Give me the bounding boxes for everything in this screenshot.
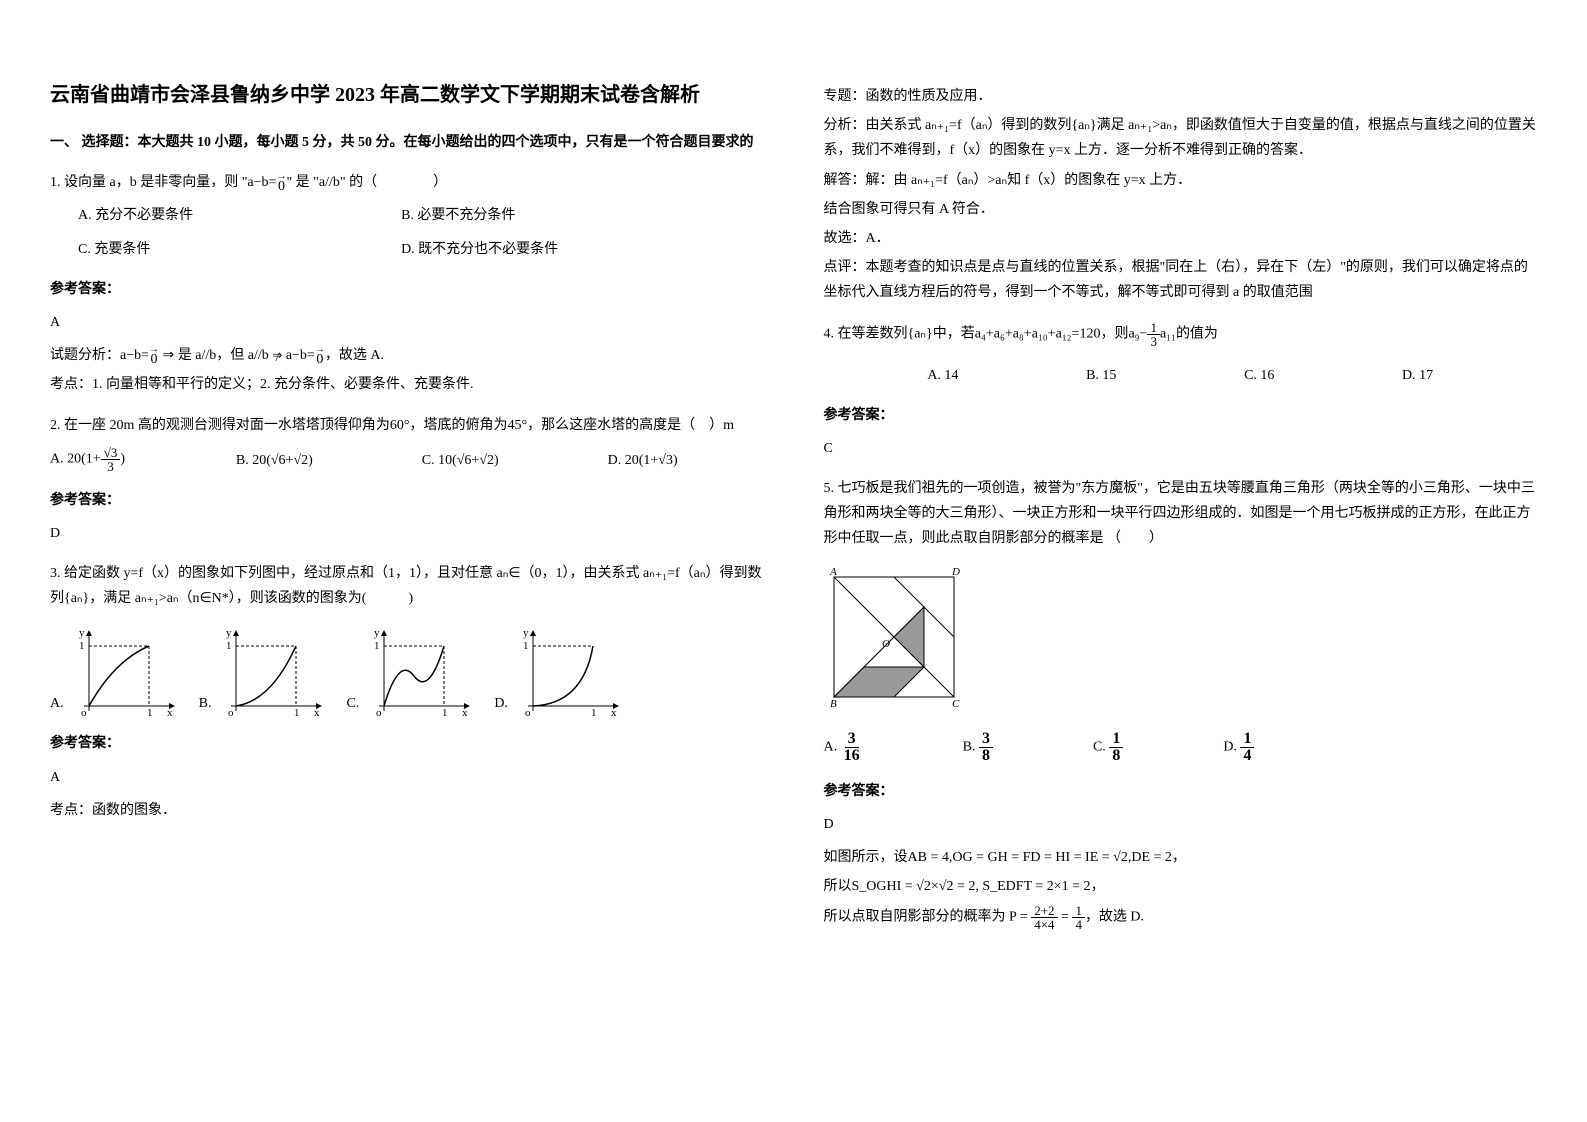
q1-answer: A <box>50 310 764 335</box>
q1-opt-c: C. 充要条件 <box>50 237 371 262</box>
q2-opt-c: C. 10(√6+√2) <box>422 448 578 473</box>
q1-analysis: 试题分析：a−b=→0 ⇒ 是 a//b，但 a//b ⇒/ a−b=→0，故选… <box>50 343 764 368</box>
q2-opt-d: D. 20(1+√3) <box>608 448 764 473</box>
graph-b-svg: 1 1 o x y <box>216 626 326 716</box>
svg-text:o: o <box>525 707 531 716</box>
svg-text:o: o <box>228 707 234 716</box>
col2-line: 故选：A． <box>824 226 1538 251</box>
frac-result: 2+24×4 <box>1031 904 1057 931</box>
q5-text: 5. 七巧板是我们祖先的一项创造，被誉为"东方魔板"，它是由五块等腰直角三角形（… <box>824 476 1538 552</box>
q3-graphs: A. 1 1 o x y B. <box>50 626 764 716</box>
q5-sol-2: 所以S_OGHI = √2×√2 = 2, S_EDFT = 2×1 = 2， <box>824 874 1538 899</box>
svg-text:1: 1 <box>374 640 380 652</box>
col2-line: 专题：函数的性质及应用． <box>824 84 1538 109</box>
q1-opt-b: B. 必要不充分条件 <box>401 203 722 228</box>
svg-text:C: C <box>952 698 960 707</box>
vec-zero-icon: →0 <box>149 345 159 367</box>
svg-text:1: 1 <box>591 707 597 716</box>
svg-text:x: x <box>462 707 468 716</box>
col2-line: 分析：由关系式 aₙ₊₁=f（aₙ）得到的数列{aₙ}满足 aₙ₊₁>aₙ，即函… <box>824 113 1538 163</box>
q2-text: 2. 在一座 20m 高的观测台测得对面一水塔塔顶得仰角为60°，塔底的俯角为4… <box>50 413 764 438</box>
q4-text: 4. 在等差数列{aₙ}中，若a₄+a₆+a₈+a₁₀+a₁₂=120，则a₉−… <box>824 321 1538 348</box>
svg-text:y: y <box>79 627 85 639</box>
svg-text:1: 1 <box>523 640 529 652</box>
svg-text:y: y <box>226 627 232 639</box>
graph-d: D. 1 1 o x y <box>494 626 623 716</box>
answer-label: 参考答案： <box>824 403 1538 428</box>
svg-text:1: 1 <box>147 707 153 716</box>
vec-zero-icon: →0 <box>276 172 286 194</box>
question-5: 5. 七巧板是我们祖先的一项创造，被誉为"东方魔板"，它是由五块等腰直角三角形（… <box>824 476 1538 931</box>
left-column: 云南省曲靖市会泽县鲁纳乡中学 2023 年高二数学文下学期期末试卷含解析 一、 … <box>50 80 764 946</box>
q4-opt-a: A. 14 <box>927 363 958 388</box>
answer-label: 参考答案： <box>824 779 1538 804</box>
q2-opt-b: B. 20(√6+√2) <box>236 448 392 473</box>
q5-answer: D <box>824 812 1538 837</box>
q5-options: A. 316 B. 38 C. 18 D. 14 <box>824 731 1538 764</box>
graph-c: C. 1 1 o x y <box>346 626 474 716</box>
q4-opt-b: B. 15 <box>1086 363 1116 388</box>
not-implies-icon: ⇒/ <box>272 349 282 363</box>
svg-text:1: 1 <box>79 640 85 652</box>
answer-label: 参考答案： <box>50 731 764 756</box>
q1-options: A. 充分不必要条件 B. 必要不充分条件 <box>50 203 764 228</box>
q3-text: 3. 给定函数 y=f（x）的图象如下列图中，经过原点和（1，1），且对任意 a… <box>50 561 764 611</box>
q3-answer: A <box>50 765 764 790</box>
vec-zero-icon: →0 <box>315 345 325 367</box>
svg-text:o: o <box>376 707 382 716</box>
q5-opt-a: A. 316 <box>824 731 863 764</box>
col2-line: 点评：本题考查的知识点是点与直线的位置关系，根据"同在上（右），异在下（左）"的… <box>824 255 1538 305</box>
svg-text:o: o <box>81 707 87 716</box>
q2-opt-a: A. 20(1+√33) <box>50 446 206 473</box>
graph-a: A. 1 1 o x y <box>50 626 179 716</box>
svg-text:x: x <box>314 707 320 716</box>
q1-opt-d: D. 既不充分也不必要条件 <box>401 237 722 262</box>
q2-options: A. 20(1+√33) B. 20(√6+√2) C. 10(√6+√2) D… <box>50 446 764 473</box>
tangram-figure: A B C D O <box>824 567 1538 716</box>
q4-answer: C <box>824 436 1538 461</box>
q1-note: 考点：1. 向量相等和平行的定义；2. 充分条件、必要条件、充要条件. <box>50 372 764 397</box>
q1-opt-a: A. 充分不必要条件 <box>50 203 371 228</box>
q5-opt-c: C. 18 <box>1093 731 1123 764</box>
q3-note: 考点：函数的图象． <box>50 798 764 823</box>
graph-d-svg: 1 1 o x y <box>513 626 623 716</box>
col2-line: 结合图象可得只有 A 符合． <box>824 197 1538 222</box>
right-column: 专题：函数的性质及应用． 分析：由关系式 aₙ₊₁=f（aₙ）得到的数列{aₙ}… <box>824 80 1538 946</box>
q5-opt-d: D. 14 <box>1223 731 1254 764</box>
q4-opt-d: D. 17 <box>1402 363 1433 388</box>
svg-text:y: y <box>374 627 380 639</box>
svg-text:B: B <box>830 698 837 707</box>
svg-text:1: 1 <box>294 707 300 716</box>
answer-label: 参考答案： <box>50 488 764 513</box>
frac-one-third: 13 <box>1147 321 1160 348</box>
graph-b: B. 1 1 o x y <box>199 626 327 716</box>
svg-text:1: 1 <box>226 640 232 652</box>
tangram-svg: A B C D O <box>824 567 964 707</box>
answer-label: 参考答案： <box>50 277 764 302</box>
svg-text:x: x <box>167 707 173 716</box>
q1-text: 1. 设向量 a，b 是非零向量，则 "a−b=→0" 是 "a//b" 的（ … <box>50 170 764 195</box>
question-1: 1. 设向量 a，b 是非零向量，则 "a−b=→0" 是 "a//b" 的（ … <box>50 170 764 397</box>
q5-opt-b: B. 38 <box>963 731 993 764</box>
q2-answer: D <box>50 521 764 546</box>
graph-a-svg: 1 1 o x y <box>69 626 179 716</box>
doc-title: 云南省曲靖市会泽县鲁纳乡中学 2023 年高二数学文下学期期末试卷含解析 <box>50 80 764 110</box>
svg-text:1: 1 <box>442 707 448 716</box>
question-3: 3. 给定函数 y=f（x）的图象如下列图中，经过原点和（1，1），且对任意 a… <box>50 561 764 823</box>
col2-line: 解答：解：由 aₙ₊₁=f（aₙ）>aₙ知 f（x）的图象在 y=x 上方． <box>824 168 1538 193</box>
graph-c-svg: 1 1 o x y <box>364 626 474 716</box>
svg-text:D: D <box>951 567 960 578</box>
q4-options: A. 14 B. 15 C. 16 D. 17 <box>864 363 1498 388</box>
frac-quarter: 14 <box>1072 904 1085 931</box>
q4-opt-c: C. 16 <box>1244 363 1274 388</box>
q5-sol-3: 所以点取自阴影部分的概率为 P = 2+24×4 = 14，故选 D. <box>824 904 1538 931</box>
svg-text:x: x <box>611 707 617 716</box>
svg-text:O: O <box>882 638 890 650</box>
svg-text:A: A <box>829 567 837 578</box>
question-2: 2. 在一座 20m 高的观测台测得对面一水塔塔顶得仰角为60°，塔底的俯角为4… <box>50 413 764 547</box>
question-4: 4. 在等差数列{aₙ}中，若a₄+a₆+a₈+a₁₀+a₁₂=120，则a₉−… <box>824 321 1538 462</box>
q5-sol-1: 如图所示，设AB = 4,OG = GH = FD = HI = IE = √2… <box>824 845 1538 870</box>
section-1-header: 一、 选择题：本大题共 10 小题，每小题 5 分，共 50 分。在每小题给出的… <box>50 130 764 155</box>
svg-text:y: y <box>523 627 529 639</box>
